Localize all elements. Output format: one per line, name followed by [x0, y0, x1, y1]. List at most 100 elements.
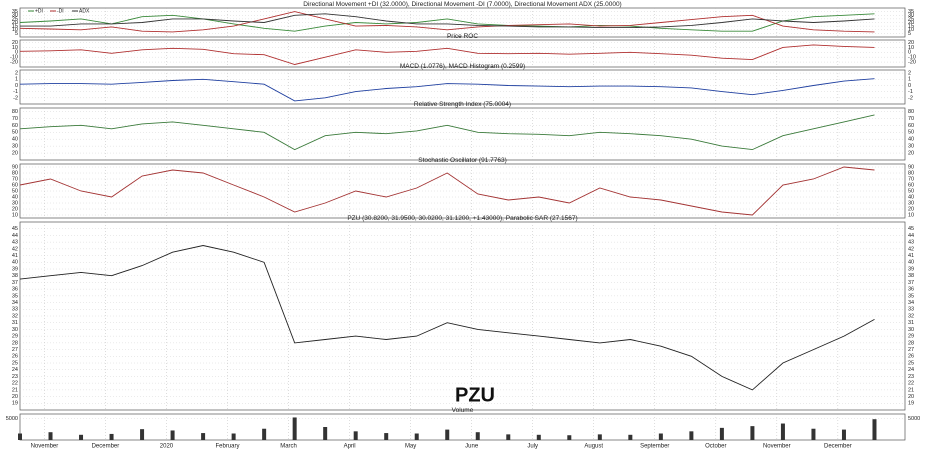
y-tick-label: 25 — [908, 16, 914, 22]
x-tick-label: August — [584, 444, 603, 450]
legend-label: -DI — [57, 8, 64, 14]
volume-bar — [445, 429, 450, 440]
y-tick-label: 0 — [908, 83, 911, 89]
legend-label: +DI — [35, 8, 43, 14]
y-tick-label: 28 — [908, 340, 914, 346]
panel-frame — [19, 413, 906, 441]
y-tick-label: 80 — [908, 170, 914, 176]
y-tick-label: 35 — [12, 293, 18, 299]
y-tick-label: 41 — [908, 253, 914, 259]
y-tick-label: 33 — [908, 307, 914, 313]
volume-bar — [414, 433, 419, 440]
y-tick-label: 0 — [908, 50, 911, 56]
y-tick-label: 25 — [908, 360, 914, 366]
y-tick-label: 40 — [908, 194, 914, 200]
volume-bar — [567, 435, 572, 440]
panel-title: Price ROC — [447, 33, 478, 40]
y-tick-label: 31 — [908, 320, 914, 326]
y-tick-label: 70 — [908, 116, 914, 122]
y-tick-label: 32 — [12, 313, 18, 319]
y-tick-label: 35 — [908, 9, 914, 15]
y-tick-label: 40 — [908, 137, 914, 143]
y-tick-label: 30 — [12, 13, 18, 19]
series-line — [19, 114, 875, 151]
y-tick-label: 20 — [908, 394, 914, 400]
y-tick-label: 44 — [908, 233, 914, 239]
y-tick-label: 2 — [15, 71, 18, 77]
panel-title: Volume — [452, 407, 474, 414]
y-tick-label: 45 — [12, 226, 18, 232]
series-line — [19, 78, 875, 102]
y-tick-label: 38 — [908, 273, 914, 279]
volume-bar — [18, 433, 22, 440]
y-tick-label: 15 — [12, 24, 18, 30]
y-tick-label: 23 — [12, 374, 18, 380]
volume-bar — [48, 432, 53, 440]
y-tick-label: 28 — [12, 340, 18, 346]
y-tick-label: 10 — [908, 45, 914, 51]
x-tick-label: June — [465, 444, 479, 450]
y-tick-label: 34 — [908, 300, 914, 306]
y-tick-label: 41 — [12, 253, 18, 259]
volume-bar — [658, 433, 663, 440]
series-line — [19, 11, 875, 33]
y-tick-label: -2 — [908, 95, 913, 101]
volume-bar — [323, 427, 328, 440]
y-tick-label: 35 — [908, 293, 914, 299]
x-tick-label: July — [527, 444, 538, 450]
y-tick-label: 25 — [12, 360, 18, 366]
y-tick-label: 45 — [908, 226, 914, 232]
y-tick-label: 36 — [12, 287, 18, 293]
x-tick-label: November — [763, 444, 791, 450]
y-tick-label: 50 — [12, 188, 18, 194]
y-tick-label: 24 — [908, 367, 914, 373]
y-tick-label: 20 — [908, 151, 914, 157]
volume-bar — [109, 433, 114, 440]
y-tick-label: 19 — [12, 401, 18, 407]
series-line — [19, 166, 875, 216]
y-tick-label: 23 — [908, 374, 914, 380]
y-tick-label: 60 — [908, 123, 914, 129]
y-tick-label: 31 — [12, 320, 18, 326]
y-tick-label: 10 — [12, 212, 18, 218]
y-tick-label: 60 — [908, 182, 914, 188]
volume-bar — [231, 433, 236, 440]
y-tick-label: 20 — [12, 394, 18, 400]
y-tick-label: 30 — [12, 144, 18, 150]
y-tick-label: 35 — [12, 9, 18, 15]
volume-bar — [719, 427, 724, 440]
y-tick-label: 20 — [12, 206, 18, 212]
y-tick-label: 90 — [12, 164, 18, 170]
y-tick-label: 30 — [908, 144, 914, 150]
volume-bar — [689, 431, 694, 440]
panel-frame — [19, 39, 906, 68]
y-tick-label: 25 — [12, 16, 18, 22]
volume-bar — [353, 431, 358, 440]
y-tick-label: 19 — [908, 401, 914, 407]
y-tick-label: 5000 — [6, 416, 18, 422]
y-tick-label: 40 — [908, 260, 914, 266]
y-tick-label: 42 — [12, 246, 18, 252]
volume-bar — [780, 423, 785, 440]
y-tick-label: 24 — [12, 367, 18, 373]
series-line — [19, 44, 875, 65]
volume-bar — [140, 429, 145, 440]
y-tick-label: 90 — [908, 164, 914, 170]
volume-bar — [506, 434, 511, 440]
y-tick-label: 20 — [908, 40, 914, 46]
volume-bar — [384, 433, 389, 440]
y-tick-label: 40 — [12, 194, 18, 200]
volume-bar — [628, 434, 633, 440]
y-tick-label: 29 — [12, 334, 18, 340]
y-tick-label: 43 — [12, 240, 18, 246]
y-tick-label: 10 — [12, 27, 18, 33]
y-tick-label: -10 — [10, 55, 18, 61]
y-tick-label: 29 — [908, 334, 914, 340]
y-tick-label: 70 — [12, 176, 18, 182]
y-tick-label: 50 — [908, 188, 914, 194]
x-tick-label: April — [344, 444, 356, 450]
y-tick-label: 43 — [908, 240, 914, 246]
y-tick-label: 37 — [908, 280, 914, 286]
volume-bar — [292, 417, 297, 440]
x-tick-label: 2020 — [160, 444, 174, 450]
